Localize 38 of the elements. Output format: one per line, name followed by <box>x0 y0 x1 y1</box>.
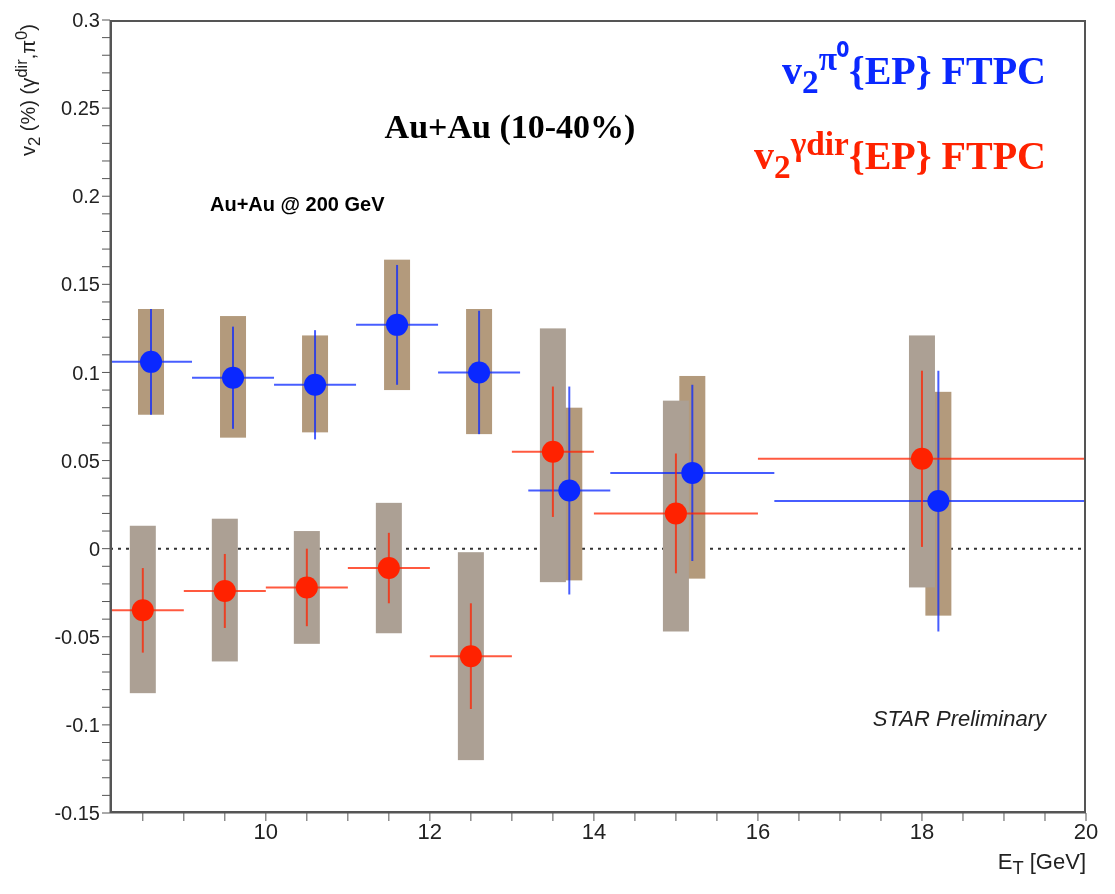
annotation: Au+Au (10-40%) <box>384 108 636 145</box>
y-tick-label: 0.3 <box>72 9 100 32</box>
x-tick-label: 20 <box>1073 818 1099 844</box>
y-tick-label: 0.1 <box>72 361 100 384</box>
point <box>910 447 933 470</box>
point <box>927 490 950 513</box>
point <box>681 461 704 484</box>
x-tick-label: 10 <box>253 818 279 844</box>
point <box>304 373 327 396</box>
y-tick-label: -0.15 <box>54 802 100 825</box>
point <box>377 557 400 580</box>
x-tick-label: 18 <box>909 818 935 844</box>
x-axis-title: E$_{T}$ [GeV] <box>997 849 1086 880</box>
point <box>222 366 245 389</box>
y-tick-label: -0.1 <box>65 713 100 736</box>
y-tick-label: 0.05 <box>61 449 100 472</box>
point <box>664 502 687 525</box>
y-tick-label: 0.15 <box>61 273 100 296</box>
x-tick-label: 16 <box>745 818 771 844</box>
text: v$_{2}$$^{π⁰}${EP} FTPC <box>781 39 1046 103</box>
point <box>468 361 491 384</box>
point <box>213 579 236 602</box>
point <box>541 440 564 463</box>
y-tick-label: 0 <box>88 537 100 560</box>
x-tick-label: 14 <box>581 818 607 844</box>
point <box>295 576 318 599</box>
y-tick-label: 0.2 <box>72 185 100 208</box>
y-tick-label: 0.25 <box>61 97 100 120</box>
x-tick-label: 12 <box>417 818 443 844</box>
point <box>558 479 581 502</box>
y-tick-label: -0.05 <box>54 625 100 648</box>
point <box>459 645 482 668</box>
annotation: STAR Preliminary <box>872 706 1046 732</box>
text: v$_{2}$$^{γdir}${EP} FTPC <box>754 124 1046 188</box>
point <box>386 313 409 336</box>
point <box>140 350 163 373</box>
annotation: Au+Au @ 200 GeV <box>210 193 385 216</box>
point <box>131 599 154 622</box>
